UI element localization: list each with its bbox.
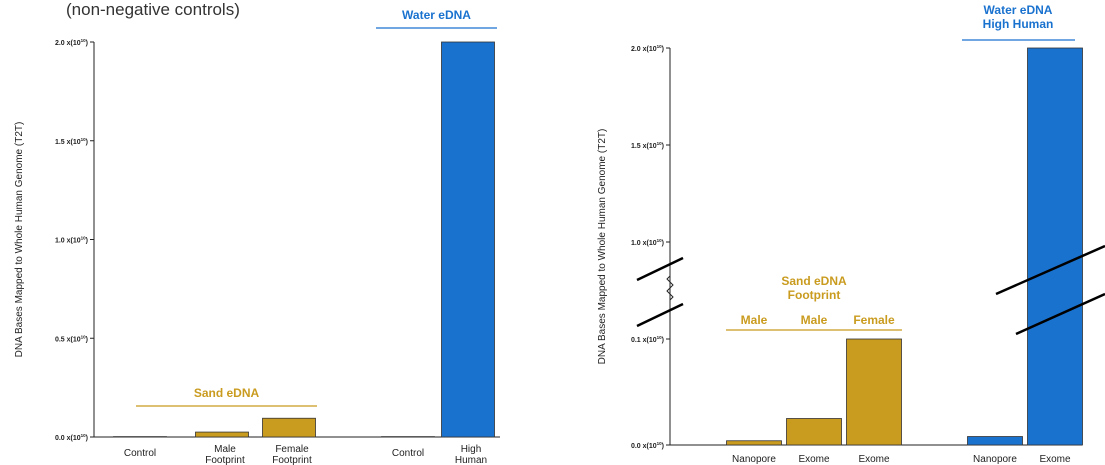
y-tick-label: 0.1 x(1010)	[631, 335, 664, 344]
bar	[1027, 47, 1083, 446]
panel-right: 0.0 x(1010) 0.1 x(1010) 1.0 x(1010) 1.5 x(1…	[597, 3, 1105, 465]
y-tick-label: 0.5 x(1010)	[55, 334, 88, 343]
y-axis-label: DNA Bases Mapped to Whole Human Genome (…	[14, 122, 25, 358]
x-category-label: Nanopore	[973, 454, 1017, 465]
y-tick-label: 0.0 x(1010)	[55, 433, 88, 442]
y-tick-label: 1.5 x(1010)	[631, 141, 664, 150]
x-category-label: Exome	[858, 454, 890, 465]
bar	[786, 418, 842, 446]
bar	[195, 431, 249, 438]
x-category-label: Exome	[1039, 454, 1071, 465]
x-category-label: Exome	[798, 454, 830, 465]
group-label: Water eDNA High Human	[983, 3, 1054, 31]
y-tick-label: 2.0 x(1010)	[55, 38, 88, 47]
subgroup-label: Male	[801, 313, 828, 327]
x-category-label: Control	[124, 448, 156, 459]
bar	[441, 41, 495, 438]
panel-left: 0.0 x(1010) 0.5 x(1010) 1.0 x(1010) 1.5 x(1…	[14, 8, 500, 465]
bar	[967, 436, 1023, 446]
y-tick-label: 1.0 x(1010)	[55, 236, 88, 245]
bar	[846, 338, 902, 446]
y-axis-label: DNA Bases Mapped to Whole Human Genome (…	[597, 129, 608, 365]
axis-break-mark	[636, 256, 684, 282]
x-category-label: Male Footprint	[205, 444, 245, 465]
x-category-label: Nanopore	[732, 454, 776, 465]
subgroup-label: Male	[741, 313, 768, 327]
y-tick-label: 0.0 x(1010)	[631, 441, 664, 450]
bar-break-mark	[1015, 292, 1105, 336]
y-tick-label: 1.0 x(1010)	[631, 238, 664, 247]
group-label: Sand eDNA Footprint	[781, 274, 847, 302]
bar	[262, 417, 316, 438]
x-category-label: Female Footprint	[272, 444, 312, 465]
x-category-label: Control	[392, 448, 424, 459]
title-fragment: (non-negative controls)	[66, 0, 240, 19]
subgroup-label: Female	[853, 313, 895, 327]
y-tick-label: 2.0 x(1010)	[631, 44, 664, 53]
y-tick-label: 1.5 x(1010)	[55, 137, 88, 146]
group-label: Sand eDNA	[194, 386, 260, 400]
bar-break-mark	[995, 244, 1105, 296]
x-category-label: High Human	[455, 444, 487, 465]
bar	[726, 440, 782, 446]
axis-break-mark	[636, 302, 684, 328]
group-label: Water eDNA	[402, 8, 471, 22]
